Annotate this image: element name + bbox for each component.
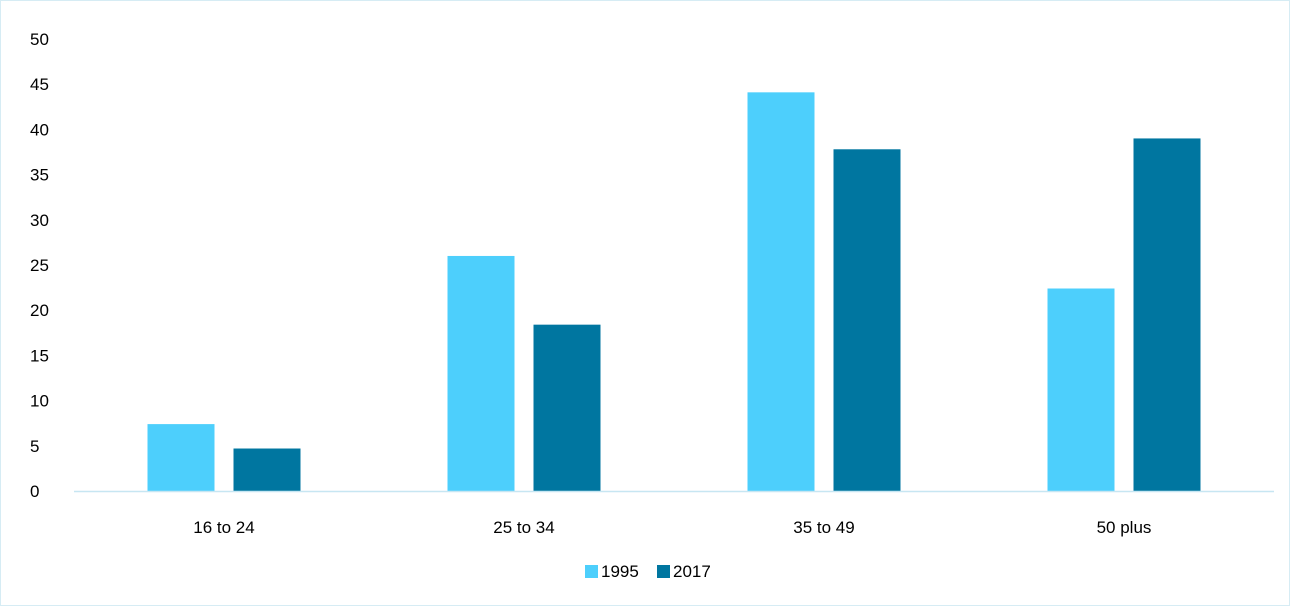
y-tick-label: 45 xyxy=(30,75,49,94)
y-tick-label: 20 xyxy=(30,301,49,320)
bar-1995-35-to-49 xyxy=(747,92,815,491)
y-tick-label: 35 xyxy=(30,166,49,185)
x-axis-tick-labels: 16 to 24 25 to 34 35 to 49 50 plus xyxy=(193,518,1151,537)
legend-swatch-2017 xyxy=(657,565,670,578)
x-tick-label: 50 plus xyxy=(1097,518,1152,537)
legend-swatch-1995 xyxy=(585,565,598,578)
bar-1995-25-to-34 xyxy=(447,255,515,491)
bar-1995-50-plus xyxy=(1047,288,1115,491)
bar-2017-25-to-34 xyxy=(533,324,601,491)
y-tick-label: 5 xyxy=(30,437,39,456)
y-axis-tick-labels: 0 5 10 15 20 25 30 35 40 45 50 xyxy=(30,30,49,501)
bar-2017-50-plus xyxy=(1133,138,1201,491)
y-tick-label: 0 xyxy=(30,482,39,501)
bar-2017-35-to-49 xyxy=(833,149,901,491)
bar-series-group xyxy=(147,92,1201,491)
y-tick-label: 10 xyxy=(30,392,49,411)
bar-1995-16-to-24 xyxy=(147,424,215,491)
y-tick-label: 30 xyxy=(30,211,49,230)
x-tick-label: 25 to 34 xyxy=(493,518,554,537)
bar-2017-16-to-24 xyxy=(233,448,301,491)
x-tick-label: 35 to 49 xyxy=(793,518,854,537)
legend-label-1995: 1995 xyxy=(601,562,639,581)
legend-label-2017: 2017 xyxy=(673,562,711,581)
y-tick-label: 15 xyxy=(30,346,49,365)
legend: 1995 2017 xyxy=(585,562,711,581)
y-tick-label: 50 xyxy=(30,30,49,49)
x-tick-label: 16 to 24 xyxy=(193,518,254,537)
y-tick-label: 40 xyxy=(30,120,49,139)
y-tick-label: 25 xyxy=(30,256,49,275)
